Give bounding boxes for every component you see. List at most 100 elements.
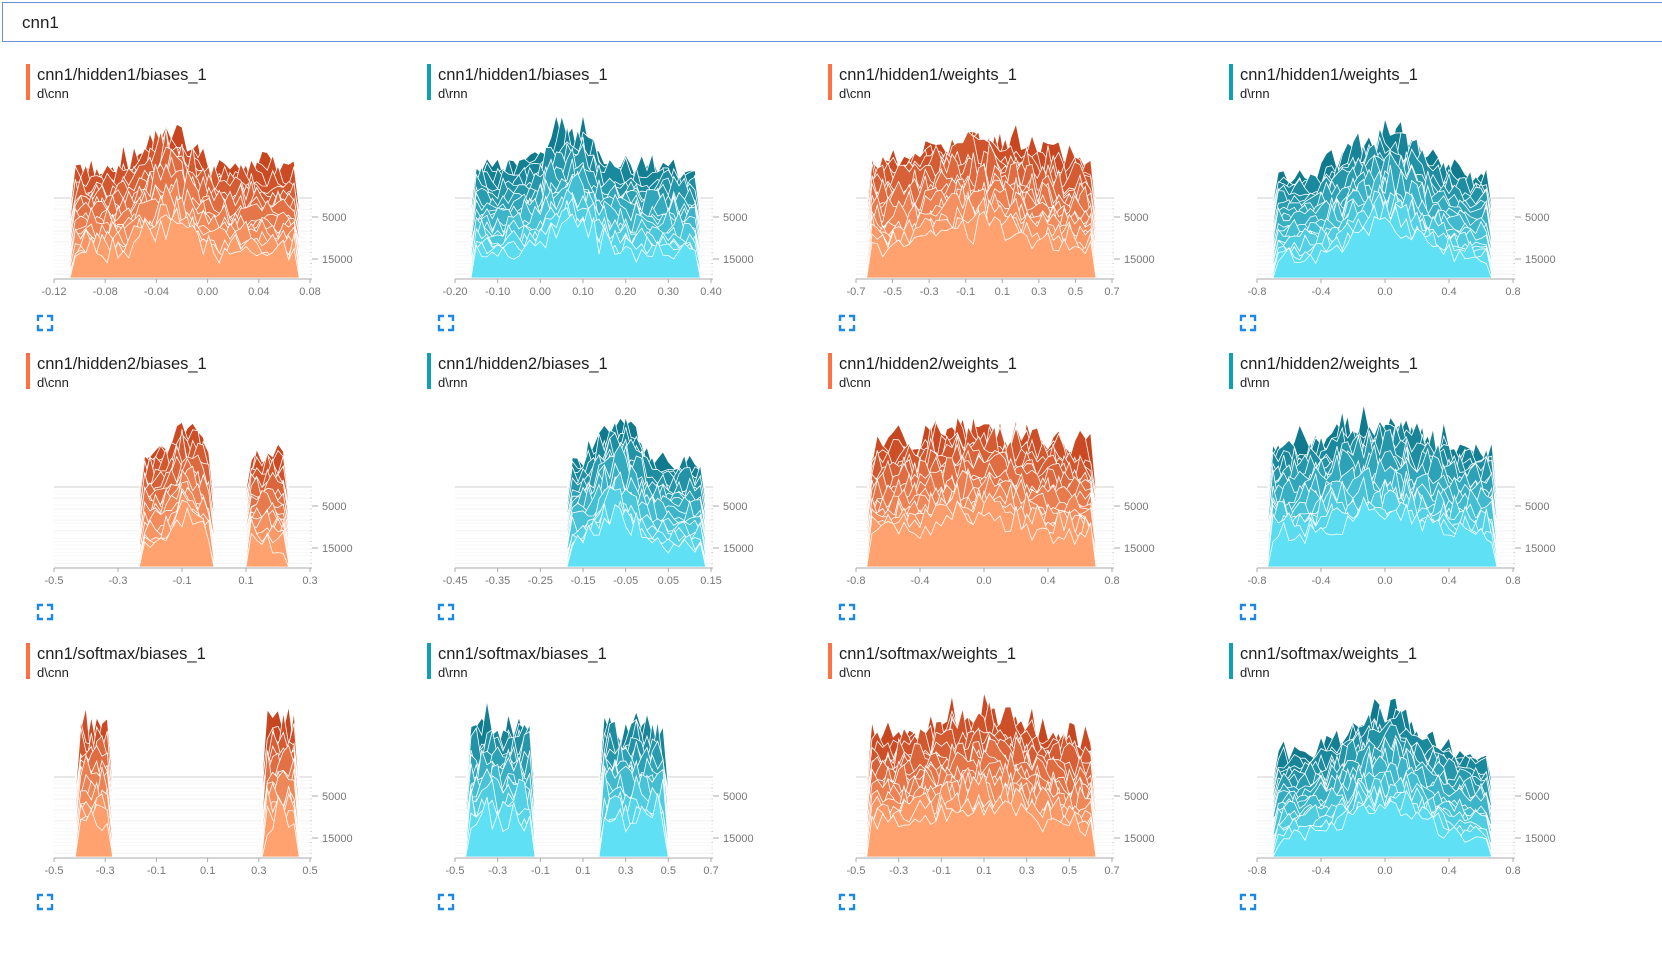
x-tick-label: -0.08 xyxy=(93,286,118,298)
x-tick-label: 0.00 xyxy=(530,286,551,298)
x-tick-label: 0.3 xyxy=(302,575,317,587)
histogram-slice xyxy=(54,796,310,858)
x-tick-label: -0.5 xyxy=(45,575,64,587)
x-tick-label: 0.5 xyxy=(302,865,317,877)
histogram-card: cnn1/softmax/weights_1 d\cnn -0.5 -0.3 -0.1 0… xyxy=(828,643,1228,933)
run-color-indicator xyxy=(828,64,832,100)
card-title: cnn1/hidden2/weights_1 xyxy=(839,355,1017,373)
histogram-card: cnn1/softmax/weights_1 d\rnn -0.8 -0.4 0.0 0.… xyxy=(1229,643,1629,933)
y-tick-label: 5000 xyxy=(322,212,346,224)
histogram-chart[interactable]: -0.8 -0.4 0.0 0.4 0.8 5000 15000 xyxy=(1229,110,1569,300)
run-color-indicator xyxy=(26,643,30,679)
x-tick-label: -0.3 xyxy=(920,286,939,298)
x-tick-label: -0.05 xyxy=(613,575,638,587)
y-tick-label: 15000 xyxy=(723,833,754,845)
histogram-slice xyxy=(856,499,1112,568)
histogram-slice xyxy=(455,793,711,858)
y-tick-label: 15000 xyxy=(723,254,754,266)
histogram-chart[interactable]: -0.8 -0.4 0.0 0.4 0.8 5000 15000 xyxy=(1229,399,1569,589)
card-run-label: d\cnn xyxy=(839,375,871,390)
run-color-indicator xyxy=(1229,64,1233,100)
histogram-card: cnn1/softmax/biases_1 d\cnn -0.5 -0.3 -0.1 0.… xyxy=(26,643,426,933)
histogram-chart[interactable]: -0.20 -0.10 0.00 0.10 0.20 0.30 0.40 5000 15000 xyxy=(427,110,767,300)
x-tick-label: 0.30 xyxy=(658,286,679,298)
fullscreen-expand-icon[interactable] xyxy=(437,603,455,621)
x-tick-label: 0.1 xyxy=(575,865,590,877)
x-tick-label: 0.0 xyxy=(1377,865,1392,877)
y-tick-label: 15000 xyxy=(322,543,353,555)
histogram-chart[interactable]: -0.5 -0.3 -0.1 0.1 0.3 0.5 0.7 5000 15000 xyxy=(828,689,1168,879)
x-tick-label: -0.1 xyxy=(147,865,166,877)
card-title: cnn1/hidden1/weights_1 xyxy=(1240,66,1418,84)
histogram-chart[interactable]: -0.8 -0.4 0.0 0.4 0.8 5000 15000 xyxy=(1229,689,1569,879)
card-title: cnn1/hidden2/weights_1 xyxy=(1240,355,1418,373)
x-tick-label: 0.3 xyxy=(618,865,633,877)
x-tick-label: 0.1 xyxy=(995,286,1010,298)
y-tick-label: 5000 xyxy=(723,212,747,224)
x-tick-label: -0.45 xyxy=(442,575,467,587)
fullscreen-expand-icon[interactable] xyxy=(838,314,856,332)
run-color-indicator xyxy=(1229,353,1233,389)
fullscreen-expand-icon[interactable] xyxy=(437,893,455,911)
card-title: cnn1/hidden2/biases_1 xyxy=(37,355,207,373)
y-tick-label: 5000 xyxy=(322,791,346,803)
y-tick-label: 5000 xyxy=(1525,791,1549,803)
y-tick-label: 5000 xyxy=(723,501,747,513)
x-tick-label: 0.40 xyxy=(700,286,721,298)
x-tick-label: -0.12 xyxy=(41,286,66,298)
fullscreen-expand-icon[interactable] xyxy=(838,603,856,621)
x-tick-label: 0.15 xyxy=(700,575,721,587)
histogram-slice xyxy=(1257,800,1513,858)
card-title: cnn1/hidden1/biases_1 xyxy=(37,66,207,84)
x-tick-label: -0.1 xyxy=(932,865,951,877)
x-tick-label: 0.4 xyxy=(1040,575,1055,587)
x-tick-label: 0.8 xyxy=(1104,575,1119,587)
card-run-label: d\rnn xyxy=(438,86,468,101)
y-tick-label: 5000 xyxy=(1124,212,1148,224)
histogram-card: cnn1/softmax/biases_1 d\rnn -0.5 -0.3 -0.1 0.… xyxy=(427,643,827,933)
card-title: cnn1/hidden1/weights_1 xyxy=(839,66,1017,84)
x-tick-label: -0.1 xyxy=(531,865,550,877)
x-tick-label: 0.7 xyxy=(703,865,718,877)
histogram-chart[interactable]: -0.5 -0.3 -0.1 0.1 0.3 0.5 5000 15000 xyxy=(26,689,366,879)
x-tick-label: 0.3 xyxy=(1019,865,1034,877)
card-title: cnn1/softmax/biases_1 xyxy=(37,645,206,663)
histogram-slice xyxy=(856,210,1112,279)
y-tick-label: 15000 xyxy=(1124,833,1155,845)
x-tick-label: -0.4 xyxy=(1312,575,1331,587)
y-tick-label: 5000 xyxy=(1124,501,1148,513)
fullscreen-expand-icon[interactable] xyxy=(36,893,54,911)
y-tick-label: 5000 xyxy=(1525,212,1549,224)
histogram-chart[interactable]: -0.7 -0.5 -0.3 -0.1 0.1 0.3 0.5 0.7 5000 15000 xyxy=(828,110,1168,300)
histogram-card: cnn1/hidden1/biases_1 d\rnn -0.20 -0.10 0.00… xyxy=(427,64,827,354)
histogram-chart[interactable]: -0.8 -0.4 0.0 0.4 0.8 5000 15000 xyxy=(828,399,1168,589)
fullscreen-expand-icon[interactable] xyxy=(437,314,455,332)
tag-filter-input[interactable] xyxy=(22,11,1522,35)
run-color-indicator xyxy=(427,64,431,100)
x-tick-label: -0.8 xyxy=(1248,286,1267,298)
fullscreen-expand-icon[interactable] xyxy=(36,314,54,332)
y-tick-label: 15000 xyxy=(1525,543,1556,555)
fullscreen-expand-icon[interactable] xyxy=(1239,603,1257,621)
x-tick-label: -0.3 xyxy=(109,575,128,587)
histogram-chart[interactable]: -0.5 -0.3 -0.1 0.1 0.3 5000 15000 xyxy=(26,399,366,589)
fullscreen-expand-icon[interactable] xyxy=(1239,893,1257,911)
histogram-slice xyxy=(1257,216,1513,279)
x-tick-label: 0.4 xyxy=(1441,865,1456,877)
histogram-chart[interactable]: -0.45 -0.35 -0.25 -0.15 -0.05 0.05 0.15 5000 150… xyxy=(427,399,767,589)
fullscreen-expand-icon[interactable] xyxy=(838,893,856,911)
histogram-chart[interactable]: -0.12 -0.08 -0.04 0.00 0.04 0.08 5000 15000 xyxy=(26,110,366,300)
x-tick-label: -0.20 xyxy=(442,286,467,298)
histogram-slice xyxy=(455,504,711,568)
y-tick-label: 15000 xyxy=(1525,254,1556,266)
x-tick-label: 0.04 xyxy=(248,286,269,298)
x-tick-label: -0.5 xyxy=(883,286,902,298)
tag-filter-box[interactable] xyxy=(2,2,1662,42)
card-run-label: d\rnn xyxy=(1240,86,1270,101)
x-tick-label: -0.8 xyxy=(847,575,866,587)
fullscreen-expand-icon[interactable] xyxy=(36,603,54,621)
x-tick-label: -0.35 xyxy=(485,575,510,587)
histogram-chart[interactable]: -0.5 -0.3 -0.1 0.1 0.3 0.5 0.7 5000 15000 xyxy=(427,689,767,879)
histogram-card: cnn1/hidden1/weights_1 d\cnn -0.7 -0.5 -0.3-… xyxy=(828,64,1228,354)
fullscreen-expand-icon[interactable] xyxy=(1239,314,1257,332)
